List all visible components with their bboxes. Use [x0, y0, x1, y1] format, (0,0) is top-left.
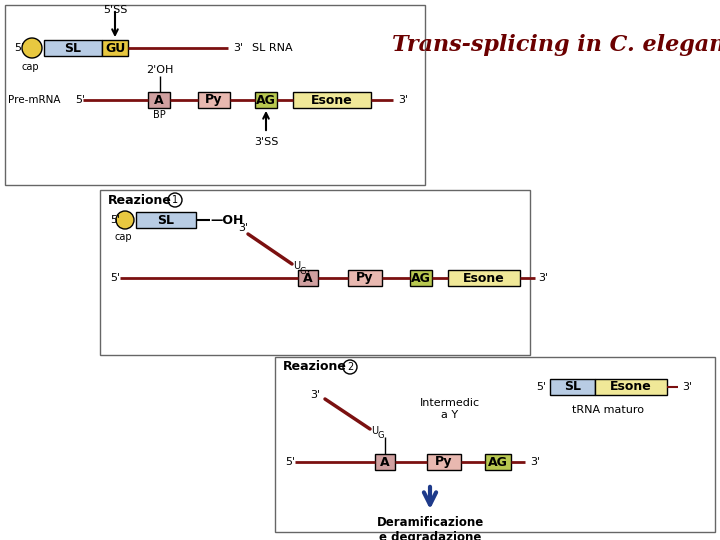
Text: Intermedic
a Y: Intermedic a Y — [420, 398, 480, 420]
Text: 5': 5' — [285, 457, 295, 467]
Text: Reazione: Reazione — [283, 361, 347, 374]
Text: A: A — [154, 93, 164, 106]
Text: Esone: Esone — [610, 381, 652, 394]
FancyBboxPatch shape — [255, 92, 277, 108]
Bar — [100, 190, 530, 355]
Text: GU: GU — [105, 42, 125, 55]
Text: 5': 5' — [110, 215, 120, 225]
Circle shape — [22, 38, 42, 58]
Text: 1: 1 — [172, 195, 178, 205]
Bar — [275, 357, 715, 532]
Text: 5': 5' — [536, 382, 546, 392]
Text: AG: AG — [256, 93, 276, 106]
Text: 3'SS: 3'SS — [254, 137, 278, 147]
Text: 5': 5' — [110, 273, 120, 283]
Text: SL: SL — [564, 381, 581, 394]
Text: 3': 3' — [233, 43, 243, 53]
Circle shape — [168, 193, 182, 207]
Text: Trans-splicing in C. elegans: Trans-splicing in C. elegans — [392, 34, 720, 56]
Text: SL: SL — [65, 42, 81, 55]
Text: 5'SS: 5'SS — [103, 5, 127, 15]
FancyBboxPatch shape — [348, 270, 382, 286]
Text: Py: Py — [356, 272, 374, 285]
Text: Pre-mRNA: Pre-mRNA — [8, 95, 60, 105]
Text: 3': 3' — [310, 390, 320, 400]
Text: 5': 5' — [75, 95, 85, 105]
Text: 3': 3' — [398, 95, 408, 105]
Text: G: G — [378, 430, 384, 440]
Text: 3': 3' — [530, 457, 540, 467]
Text: 2: 2 — [347, 362, 353, 372]
Text: SL: SL — [158, 213, 174, 226]
Text: A: A — [303, 272, 312, 285]
FancyBboxPatch shape — [102, 40, 128, 56]
FancyBboxPatch shape — [427, 454, 461, 470]
Text: AG: AG — [411, 272, 431, 285]
Text: G: G — [300, 267, 307, 275]
Text: Py: Py — [205, 93, 222, 106]
FancyBboxPatch shape — [44, 40, 102, 56]
Text: 2'OH: 2'OH — [146, 65, 174, 75]
Text: Deramificazione
e degradazione: Deramificazione e degradazione — [377, 516, 484, 540]
Text: U: U — [293, 261, 300, 271]
Text: 3': 3' — [538, 273, 548, 283]
Text: 3': 3' — [238, 223, 248, 233]
FancyBboxPatch shape — [375, 454, 395, 470]
Text: SL RNA: SL RNA — [252, 43, 292, 53]
FancyBboxPatch shape — [298, 270, 318, 286]
Text: Esone: Esone — [463, 272, 505, 285]
Text: Esone: Esone — [311, 93, 353, 106]
Text: U: U — [371, 426, 378, 436]
Text: 5': 5' — [14, 43, 24, 53]
FancyBboxPatch shape — [595, 379, 667, 395]
FancyBboxPatch shape — [410, 270, 432, 286]
Text: A: A — [380, 456, 390, 469]
Text: 3': 3' — [682, 382, 692, 392]
FancyBboxPatch shape — [198, 92, 230, 108]
FancyBboxPatch shape — [485, 454, 511, 470]
Text: cap: cap — [114, 232, 132, 242]
FancyBboxPatch shape — [448, 270, 520, 286]
Text: AG: AG — [488, 456, 508, 469]
Text: Reazione: Reazione — [108, 193, 172, 206]
FancyBboxPatch shape — [550, 379, 595, 395]
FancyBboxPatch shape — [136, 212, 196, 228]
Text: cap: cap — [21, 62, 39, 72]
Text: BP: BP — [153, 110, 166, 120]
Text: tRNA maturo: tRNA maturo — [572, 405, 644, 415]
Text: Py: Py — [436, 456, 453, 469]
Bar — [5, 5, 425, 185]
Circle shape — [343, 360, 357, 374]
FancyBboxPatch shape — [148, 92, 170, 108]
FancyBboxPatch shape — [293, 92, 371, 108]
Circle shape — [116, 211, 134, 229]
Text: —OH: —OH — [210, 213, 243, 226]
